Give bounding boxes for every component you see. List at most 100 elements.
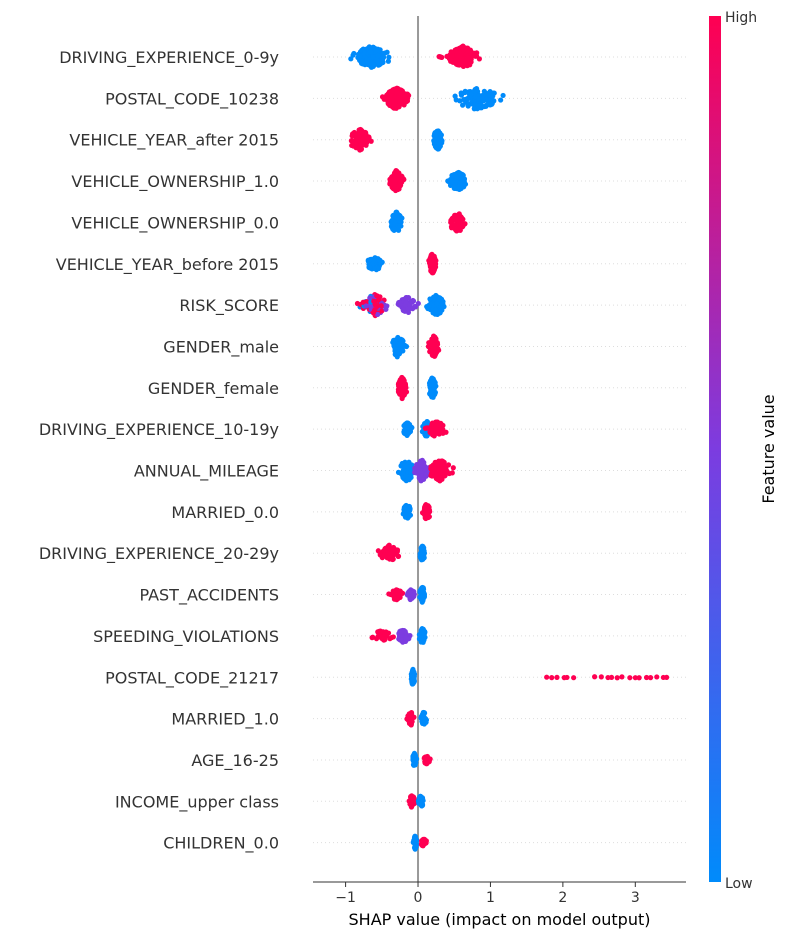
shap-point <box>369 635 375 641</box>
feature-label: DRIVING_EXPERIENCE_10-19y <box>39 420 279 440</box>
feature-label: AGE_16-25 <box>191 751 279 771</box>
shap-point <box>598 674 604 680</box>
shap-point <box>452 57 458 63</box>
shap-point <box>438 303 444 309</box>
x-tick-label: 1 <box>486 890 495 906</box>
shap-point <box>446 470 452 477</box>
shap-point <box>434 430 440 436</box>
shap-point <box>468 54 474 60</box>
shap-point <box>457 98 463 104</box>
shap-point <box>400 176 407 182</box>
shap-point <box>399 389 405 395</box>
shap-point <box>614 675 620 681</box>
shap-point <box>440 458 446 465</box>
shap-point <box>450 465 456 471</box>
shap-point <box>406 459 412 465</box>
shap-point <box>421 591 427 597</box>
shap-point <box>434 301 440 307</box>
shap-point <box>385 630 392 636</box>
feature-label: PAST_ACCIDENTS <box>139 586 279 606</box>
shap-point <box>420 597 426 604</box>
shap-point <box>403 99 409 105</box>
shap-point <box>429 375 435 381</box>
shap-point <box>395 469 402 475</box>
shap-point <box>392 185 398 192</box>
shap-point <box>388 95 394 101</box>
shap-point <box>391 178 397 184</box>
shap-point <box>473 53 480 59</box>
shap-point <box>403 504 409 510</box>
shap-point <box>458 185 465 191</box>
shap-point <box>439 465 446 472</box>
shap-point <box>425 305 431 312</box>
shap-point <box>395 553 401 560</box>
shap-point <box>564 674 570 681</box>
shap-point <box>376 296 382 302</box>
shap-point <box>424 419 431 425</box>
shap-point <box>360 299 366 305</box>
feature-label: GENDER_male <box>163 337 279 357</box>
shap-point <box>370 256 376 262</box>
shap-point <box>410 297 416 304</box>
shap-point <box>417 473 423 479</box>
shap-point <box>383 306 389 312</box>
shap-point <box>387 100 393 106</box>
feature-label: DRIVING_EXPERIENCE_20-29y <box>39 544 279 564</box>
shap-point <box>350 143 356 149</box>
row-guides <box>313 56 686 844</box>
feature-label: ANNUAL_MILEAGE <box>134 462 279 482</box>
shap-point <box>449 216 456 223</box>
shap-point <box>408 722 414 728</box>
feature-label: VEHICLE_OWNERSHIP_0.0 <box>71 213 279 233</box>
shap-point <box>370 54 376 61</box>
feature-label: INCOME_upper class <box>115 792 279 812</box>
shap-point <box>397 183 403 189</box>
shap-point <box>500 92 506 99</box>
shap-point <box>402 463 408 469</box>
shap-point <box>402 381 408 387</box>
shap-point <box>363 303 369 309</box>
shap-point <box>432 307 438 313</box>
x-tick-label: 0 <box>414 890 423 906</box>
shap-point <box>406 513 412 519</box>
shap-point <box>454 52 460 58</box>
shap-point <box>359 58 365 65</box>
shap-point <box>397 349 403 355</box>
colorbar-gradient <box>709 16 721 882</box>
feature-labels: DRIVING_EXPERIENCE_0-9y POSTAL_CODE_10238… <box>39 48 279 854</box>
shap-point <box>404 636 410 642</box>
shap-point <box>554 674 560 681</box>
shap-point <box>486 92 492 98</box>
shap-point <box>378 303 384 309</box>
shap-point <box>627 675 633 681</box>
shap-point <box>544 674 550 680</box>
shap-point <box>411 835 418 841</box>
shap-point <box>423 760 429 766</box>
shap-point <box>375 52 381 59</box>
shap-point <box>431 383 437 390</box>
shap-point <box>400 511 406 517</box>
colorbar-title: Feature value <box>759 394 778 503</box>
shap-point <box>435 474 442 481</box>
shap-point <box>351 50 357 57</box>
x-tick-label: 3 <box>631 890 640 906</box>
shap-point <box>449 178 455 184</box>
shap-point <box>571 675 577 681</box>
shap-point <box>367 59 373 65</box>
shap-point <box>423 510 429 517</box>
shap-point <box>453 173 460 180</box>
shap-point <box>619 674 625 680</box>
shap-point <box>412 469 418 475</box>
shap-point <box>436 297 442 303</box>
shap-point <box>431 466 437 472</box>
shap-point <box>392 86 398 92</box>
shap-point <box>397 593 403 599</box>
shap-point <box>411 839 417 845</box>
shap-point <box>363 138 370 144</box>
shap-point <box>480 92 486 99</box>
shap-point <box>400 469 406 475</box>
shap-point <box>460 47 467 53</box>
shap-point <box>429 352 435 358</box>
shap-point <box>399 374 405 381</box>
